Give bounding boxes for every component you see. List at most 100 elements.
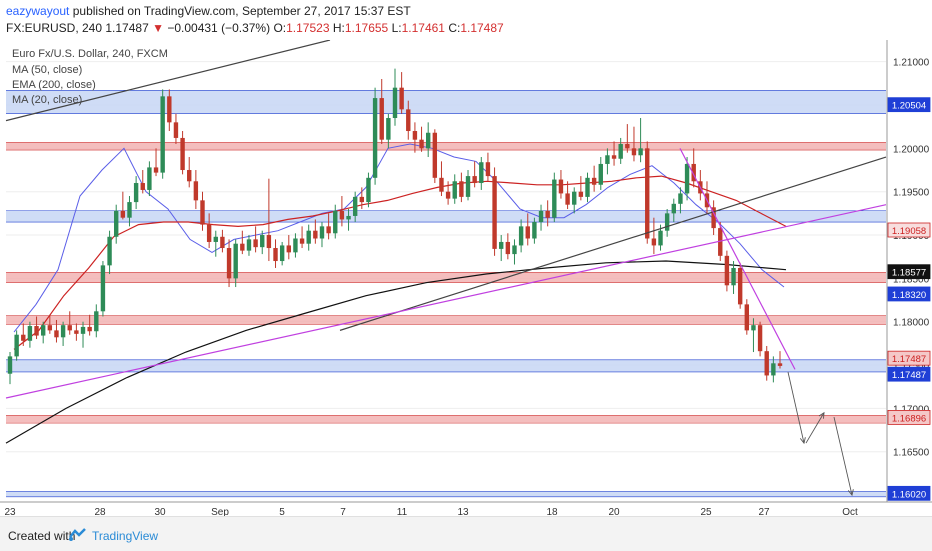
price-tag-box [887, 485, 931, 501]
price-tag-box [887, 264, 931, 280]
candle-body [538, 210, 544, 223]
price-tick-label: 1.18500 [893, 274, 930, 285]
candle-body [651, 238, 657, 246]
last-price: 1.17487 [105, 21, 149, 35]
candle-body [180, 137, 185, 171]
candle-body [445, 191, 451, 199]
candle-body [591, 177, 597, 185]
candle-body [379, 98, 384, 140]
zone-band [6, 142, 886, 151]
candle-body [751, 325, 756, 331]
candlestick-series [7, 68, 783, 385]
open-label: O: [273, 21, 287, 35]
candle-body [432, 132, 438, 178]
arrow-head [847, 489, 854, 497]
candle-body [731, 267, 736, 286]
trendline-upper [5, 40, 331, 122]
zone-band [6, 210, 886, 223]
candle-body [120, 210, 126, 218]
price-tag-label: 1.16896 [892, 413, 926, 424]
candle-body [552, 179, 557, 218]
candle-body [757, 325, 763, 352]
zone-band [6, 315, 886, 325]
candle-body [167, 96, 172, 123]
projection-arrow [833, 416, 853, 496]
time-tick-label: 27 [758, 507, 770, 516]
time-tick-label: 7 [340, 507, 346, 516]
time-tick-label: Sep [211, 507, 229, 516]
candle-body [200, 200, 205, 225]
candle-body [718, 228, 723, 256]
zone-band [6, 272, 886, 283]
time-tick-label: 20 [608, 507, 620, 516]
tradingview-logo-icon[interactable] [68, 526, 88, 542]
candle-body [598, 163, 603, 185]
candle-body [253, 239, 258, 248]
candle-body [21, 334, 26, 341]
price-tag-label: 1.17487 [892, 370, 926, 381]
candle-body [439, 177, 444, 192]
tradingview-brand[interactable]: TradingView [92, 529, 159, 543]
candle-body [87, 326, 92, 332]
candle-body [94, 311, 99, 332]
symbol-label: FX:EURUSD, 240 [6, 21, 103, 35]
candle-body [737, 267, 743, 305]
close-label: C: [448, 21, 461, 35]
candle-body [578, 191, 584, 197]
candle-body [684, 163, 690, 194]
time-tick-label: 5 [279, 507, 285, 516]
candle-body [658, 230, 663, 246]
candle-body [339, 210, 345, 220]
candle-body [558, 179, 564, 194]
candle-body [532, 222, 537, 239]
candle-body [645, 148, 650, 239]
time-tick-label: 30 [154, 507, 166, 516]
projection-arrow [787, 371, 805, 444]
candle-body [173, 122, 179, 138]
candle-body [399, 87, 404, 110]
candle-body [80, 326, 86, 334]
ema200-line [5, 260, 787, 444]
price-chart[interactable]: 1.210001.205001.200001.195001.190001.185… [0, 40, 932, 516]
legend-ema200[interactable]: EMA (200, close) [12, 79, 96, 91]
candle-body [472, 176, 477, 184]
trend-drawings [5, 40, 887, 497]
price-change: −0.00431 (−0.37%) [167, 21, 271, 35]
candle-body [392, 87, 398, 119]
legend-title: Euro Fx/U.S. Dollar, 240, FXCM [12, 48, 168, 60]
candle-body [771, 363, 776, 376]
candle-body [412, 131, 418, 140]
price-tag-label: 1.17487 [892, 354, 926, 365]
publish-info: published on TradingView.com, September … [72, 4, 411, 18]
candle-body [625, 144, 630, 149]
candle-body [140, 183, 145, 190]
legend-ma50[interactable]: MA (50, close) [12, 64, 83, 76]
candle-body [153, 167, 159, 173]
candle-body [299, 238, 305, 244]
price-tag-box [887, 222, 931, 238]
chart-header: eazywayout published on TradingView.com,… [0, 0, 932, 40]
candle-body [333, 210, 338, 234]
candle-body [605, 155, 610, 164]
candle-body [313, 230, 318, 239]
price-tag-box [887, 97, 931, 113]
candle-body [114, 210, 119, 237]
candle-body [226, 248, 232, 279]
zone-band [6, 359, 886, 372]
time-tick-label: 28 [94, 507, 106, 516]
candle-body [47, 325, 53, 331]
candle-body [724, 255, 730, 286]
author-link[interactable]: eazywayout [6, 4, 70, 18]
time-axis[interactable]: 23 28 30 Sep 5 7 11 13 18 20 25 27 Oct [4, 507, 858, 516]
candle-body [485, 162, 491, 177]
candle-body [273, 248, 278, 262]
candle-body [100, 265, 106, 312]
candle-body [512, 245, 517, 255]
candle-body [27, 326, 33, 341]
candle-body [572, 191, 577, 205]
legend-ma20[interactable]: MA (20, close) [12, 94, 83, 106]
candle-body [585, 177, 590, 197]
candle-body [465, 176, 471, 197]
candle-body [279, 245, 285, 262]
candle-body [40, 325, 46, 336]
